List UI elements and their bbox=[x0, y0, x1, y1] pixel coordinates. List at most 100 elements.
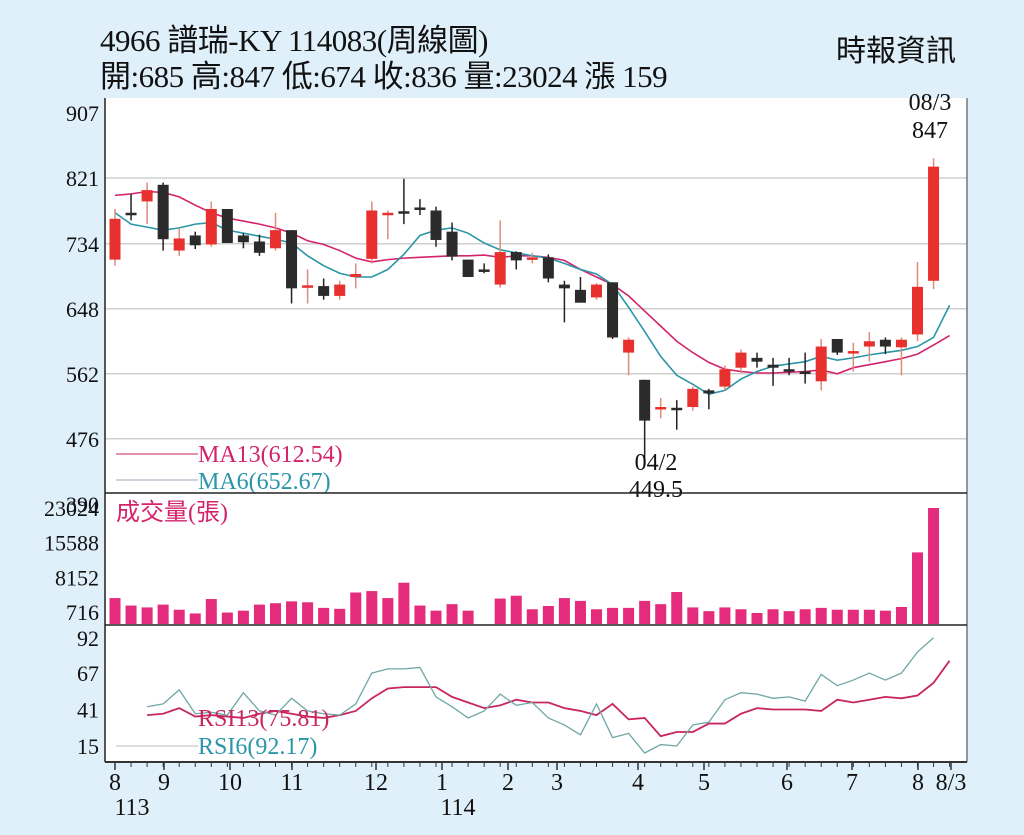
volume-bar bbox=[237, 610, 249, 624]
x-month-label: 8/3 bbox=[936, 770, 967, 796]
candle-body bbox=[462, 259, 474, 278]
volume-bar bbox=[847, 609, 859, 624]
rsi6-legend: RSI6(92.17) bbox=[198, 734, 317, 760]
volume-bar bbox=[141, 607, 153, 624]
candlesticks bbox=[109, 158, 940, 459]
candle-body bbox=[783, 369, 795, 372]
candle-body bbox=[430, 210, 442, 240]
volume-bar bbox=[270, 603, 281, 624]
volume-bars bbox=[109, 508, 940, 624]
low-date-label: 04/2 bbox=[635, 450, 678, 476]
price-tick-label: 648 bbox=[66, 297, 99, 322]
volume-bar bbox=[510, 595, 522, 624]
volume-bar bbox=[334, 608, 346, 624]
price-tick-label: 907 bbox=[66, 101, 99, 126]
volume-bar bbox=[558, 598, 570, 624]
volume-bar bbox=[382, 598, 394, 624]
candle-body bbox=[302, 285, 314, 288]
candle-body bbox=[526, 257, 538, 260]
volume-bar bbox=[783, 611, 795, 624]
candle-body bbox=[334, 284, 346, 296]
volume-bar bbox=[703, 611, 715, 624]
candle-body bbox=[558, 284, 570, 289]
price-tick-label: 562 bbox=[66, 362, 99, 387]
volume-bar bbox=[767, 609, 779, 624]
candle-body bbox=[542, 257, 554, 279]
candle-body bbox=[863, 341, 875, 347]
volume-tick-label: 23024 bbox=[44, 496, 99, 521]
candle-body bbox=[189, 235, 201, 246]
candle-body bbox=[494, 252, 506, 285]
volume-bar bbox=[430, 610, 442, 624]
x-month-label: 11 bbox=[280, 770, 303, 796]
candle-body bbox=[478, 269, 490, 272]
volume-bar bbox=[318, 607, 330, 624]
volume-tick-label: 8152 bbox=[55, 565, 99, 590]
candle-body bbox=[109, 218, 121, 260]
volume-title: 成交量(張) bbox=[116, 499, 228, 526]
candle-body bbox=[751, 357, 763, 362]
price-tick-label: 821 bbox=[66, 166, 99, 191]
volume-bar bbox=[446, 604, 458, 624]
candle-body bbox=[831, 338, 843, 353]
x-month-label: 5 bbox=[698, 770, 710, 796]
price-tick-label: 476 bbox=[66, 427, 99, 452]
volume-bar bbox=[895, 606, 907, 624]
candle-body bbox=[318, 286, 330, 296]
ohlc-summary: 開:685 高:847 低:674 收:836 量:23024 漲 159 bbox=[100, 59, 668, 94]
volume-bar bbox=[574, 600, 586, 624]
volume-bar bbox=[815, 607, 827, 624]
candle-body bbox=[607, 282, 619, 338]
candle-body bbox=[366, 210, 378, 259]
x-month-label: 1 bbox=[436, 770, 448, 796]
candle-body bbox=[895, 339, 907, 348]
volume-bar bbox=[286, 601, 298, 624]
candle-body bbox=[703, 390, 715, 394]
volume-bar bbox=[125, 605, 137, 624]
rsi-tick-label: 15 bbox=[77, 734, 99, 759]
volume-bar bbox=[253, 604, 265, 624]
candle-body bbox=[591, 284, 602, 298]
candle-body bbox=[767, 364, 779, 368]
candle-body bbox=[655, 407, 667, 410]
candle-body bbox=[205, 208, 217, 245]
candle-body bbox=[286, 230, 298, 289]
candle-body bbox=[270, 230, 281, 249]
candle-body bbox=[237, 235, 249, 243]
legends: MA13(612.54)MA6(652.67) 成交量(張) RSI13(75.81… bbox=[116, 442, 343, 760]
volume-bar bbox=[607, 607, 619, 624]
year-label-113: 113 bbox=[114, 795, 149, 821]
rsi6-line bbox=[146, 637, 934, 754]
x-month-label: 10 bbox=[218, 770, 242, 796]
candle-body bbox=[847, 351, 859, 354]
volume-bar bbox=[173, 609, 185, 624]
volume-bar bbox=[350, 592, 362, 624]
volume-bar bbox=[157, 604, 169, 624]
source-label: 時報資訊 bbox=[836, 35, 956, 68]
candle-body bbox=[125, 212, 137, 216]
x-month-label: 3 bbox=[551, 770, 563, 796]
candle-body bbox=[639, 379, 651, 421]
candle-body bbox=[574, 289, 586, 303]
year-label-114: 114 bbox=[440, 795, 475, 821]
volume-bar bbox=[912, 552, 923, 624]
candle-body bbox=[912, 286, 923, 335]
rsi-tick-label: 67 bbox=[77, 661, 99, 686]
x-month-label: 6 bbox=[781, 770, 793, 796]
low-value-label: 449.5 bbox=[629, 477, 683, 503]
candle-body bbox=[414, 207, 426, 210]
ma6-legend: MA6(652.67) bbox=[198, 469, 331, 495]
volume-bar bbox=[831, 609, 843, 624]
high-value-label: 847 bbox=[912, 118, 948, 144]
volume-bar bbox=[735, 609, 747, 624]
candle-body bbox=[382, 212, 394, 216]
volume-bar bbox=[623, 607, 635, 624]
price-tick-label: 390 bbox=[66, 492, 99, 517]
candle-body bbox=[623, 339, 635, 353]
volume-bar bbox=[221, 612, 233, 624]
volume-bar bbox=[398, 582, 410, 624]
volume-bar bbox=[462, 610, 474, 624]
